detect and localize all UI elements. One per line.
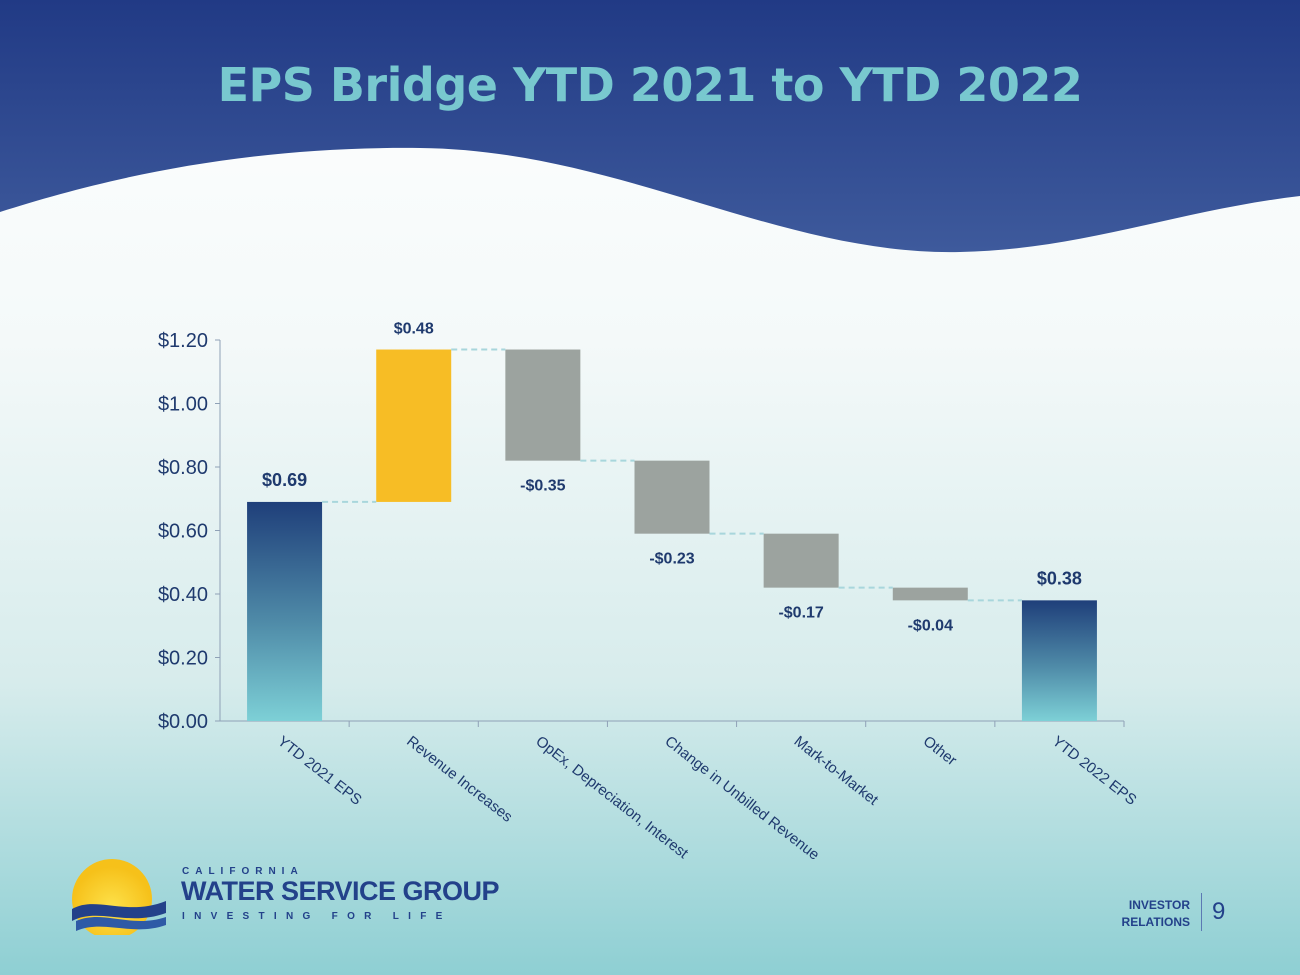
company-logo bbox=[66, 855, 526, 939]
data-label: -$0.35 bbox=[520, 478, 565, 495]
bar-6 bbox=[892, 587, 968, 601]
y-tick-label: $0.00 bbox=[158, 711, 208, 733]
investor-relations-label: INVESTOR RELATIONS bbox=[1100, 897, 1190, 931]
bar-2 bbox=[376, 349, 452, 502]
y-tick-label: $0.40 bbox=[158, 584, 208, 606]
data-label: $0.69 bbox=[262, 470, 307, 490]
sun-wave-logo-icon bbox=[72, 859, 166, 939]
slide-title: EPS Bridge YTD 2021 to YTD 2022 bbox=[217, 58, 1083, 112]
page-number: 9 bbox=[1212, 898, 1226, 925]
logo-line-1: CALIFORNIA bbox=[182, 866, 304, 877]
bar-3 bbox=[505, 349, 581, 461]
y-tick-label: $0.60 bbox=[158, 521, 208, 543]
data-label: -$0.17 bbox=[778, 605, 823, 622]
data-label: $0.38 bbox=[1037, 568, 1082, 588]
bar-1 bbox=[247, 501, 323, 721]
bar-4 bbox=[634, 460, 710, 534]
bar-5 bbox=[763, 533, 839, 588]
data-label: -$0.04 bbox=[908, 617, 953, 634]
logo-tagline: INVESTING FOR LIFE bbox=[182, 911, 452, 922]
header-wave bbox=[0, 0, 1300, 253]
logo-line-2: WATER SERVICE GROUP bbox=[181, 876, 500, 906]
y-tick-label: $1.00 bbox=[158, 394, 208, 416]
bar-7 bbox=[1021, 600, 1097, 721]
y-tick-label: $1.20 bbox=[158, 330, 208, 352]
y-tick-label: $0.80 bbox=[158, 457, 208, 479]
footer-divider bbox=[1201, 893, 1202, 931]
footer-label-line-2: RELATIONS bbox=[1121, 915, 1190, 929]
footer-label-line-1: INVESTOR bbox=[1128, 898, 1190, 912]
data-label: $0.48 bbox=[394, 321, 434, 338]
data-label: -$0.23 bbox=[649, 551, 694, 568]
y-tick-label: $0.20 bbox=[158, 648, 208, 670]
